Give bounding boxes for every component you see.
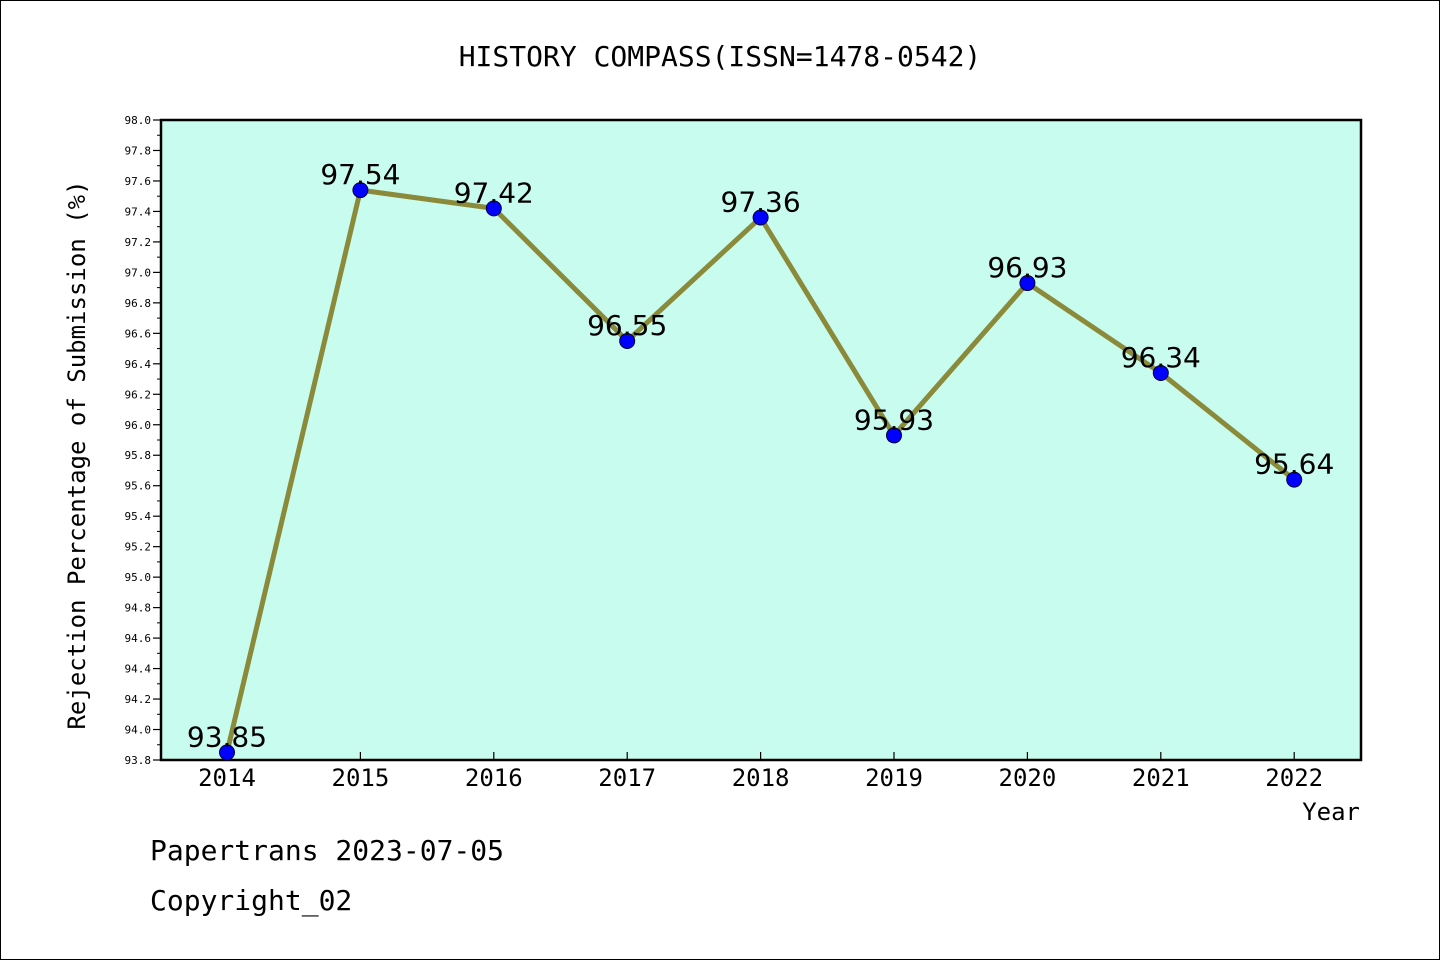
- y-tick-label: 98.0: [125, 114, 152, 127]
- data-point: [219, 744, 235, 761]
- y-tick-label: 94.6: [125, 632, 152, 645]
- x-tick-label: 2014: [198, 764, 256, 792]
- y-tick-label: 97.2: [125, 236, 152, 249]
- y-tick-label: 95.8: [125, 449, 152, 462]
- y-tick-label: 97.0: [125, 266, 152, 279]
- footer-copyright: Copyright_02: [150, 884, 353, 917]
- data-point: [352, 182, 369, 199]
- data-point: [886, 427, 902, 444]
- data-point: [1152, 364, 1169, 381]
- data-label: 96.55: [587, 309, 667, 342]
- y-tick-label: 95.0: [125, 571, 152, 584]
- data-point: [1019, 275, 1036, 292]
- data-labels: 93.85 97.54 97.42 96.55 97.36 95.93 96.93 96.34…: [187, 158, 1334, 753]
- x-axis: 2014 2015 2016 2017 2018 2019 2020 2021 2022: [198, 752, 1323, 792]
- y-tick-label: 93.8: [125, 754, 152, 767]
- x-axis-label: Year: [1302, 798, 1360, 826]
- data-label: 97.42: [454, 176, 534, 209]
- data-label: 93.85: [187, 720, 267, 753]
- y-tick-label: 97.8: [125, 144, 152, 157]
- data-label: 95.64: [1254, 448, 1334, 481]
- x-tick-label: 2016: [465, 764, 523, 792]
- y-tick-label: 95.6: [125, 480, 152, 493]
- footer-date: Papertrans 2023-07-05: [150, 834, 505, 867]
- x-tick-label: 2018: [732, 764, 790, 792]
- y-tick-label: 96.6: [125, 327, 152, 340]
- y-tick-label: 95.2: [125, 541, 152, 554]
- x-tick-label: 2015: [332, 764, 390, 792]
- y-tick-label: 97.6: [125, 175, 152, 188]
- y-tick-label: 96.8: [125, 297, 152, 310]
- chart-title: HISTORY COMPASS(ISSN=1478-0542): [459, 40, 982, 73]
- data-label: 95.93: [854, 403, 934, 436]
- data-label: 96.93: [987, 251, 1067, 284]
- data-label: 96.34: [1121, 341, 1201, 374]
- y-axis: 93.8 94.0 94.2 94.4 94.6 94.8 95.0 95.2 95.4 95.6…: [125, 114, 161, 767]
- y-tick-label: 94.0: [125, 724, 152, 737]
- y-tick-label: 95.4: [125, 510, 152, 523]
- x-tick-label: 2022: [1265, 764, 1323, 792]
- data-point: [1286, 471, 1303, 488]
- x-tick-label: 2017: [598, 764, 656, 792]
- data-label: 97.36: [721, 186, 801, 219]
- x-tick-label: 2019: [865, 764, 923, 792]
- data-point: [619, 332, 636, 349]
- y-axis-label: Rejection Percentage of Submission (%): [63, 180, 91, 729]
- y-tick-label: 96.4: [125, 358, 152, 371]
- data-point: [752, 209, 769, 226]
- data-points: [219, 182, 1303, 761]
- data-point: [485, 200, 502, 217]
- data-label: 97.54: [320, 158, 400, 191]
- y-tick-label: 96.2: [125, 388, 152, 401]
- y-tick-label: 94.4: [125, 663, 152, 676]
- x-tick-label: 2021: [1132, 764, 1190, 792]
- y-tick-label: 96.0: [125, 419, 152, 432]
- plot-area: [159, 118, 1363, 762]
- y-tick-label: 97.4: [125, 205, 152, 218]
- y-tick-label: 94.2: [125, 693, 152, 706]
- x-tick-label: 2020: [999, 764, 1057, 792]
- y-tick-label: 94.8: [125, 602, 152, 615]
